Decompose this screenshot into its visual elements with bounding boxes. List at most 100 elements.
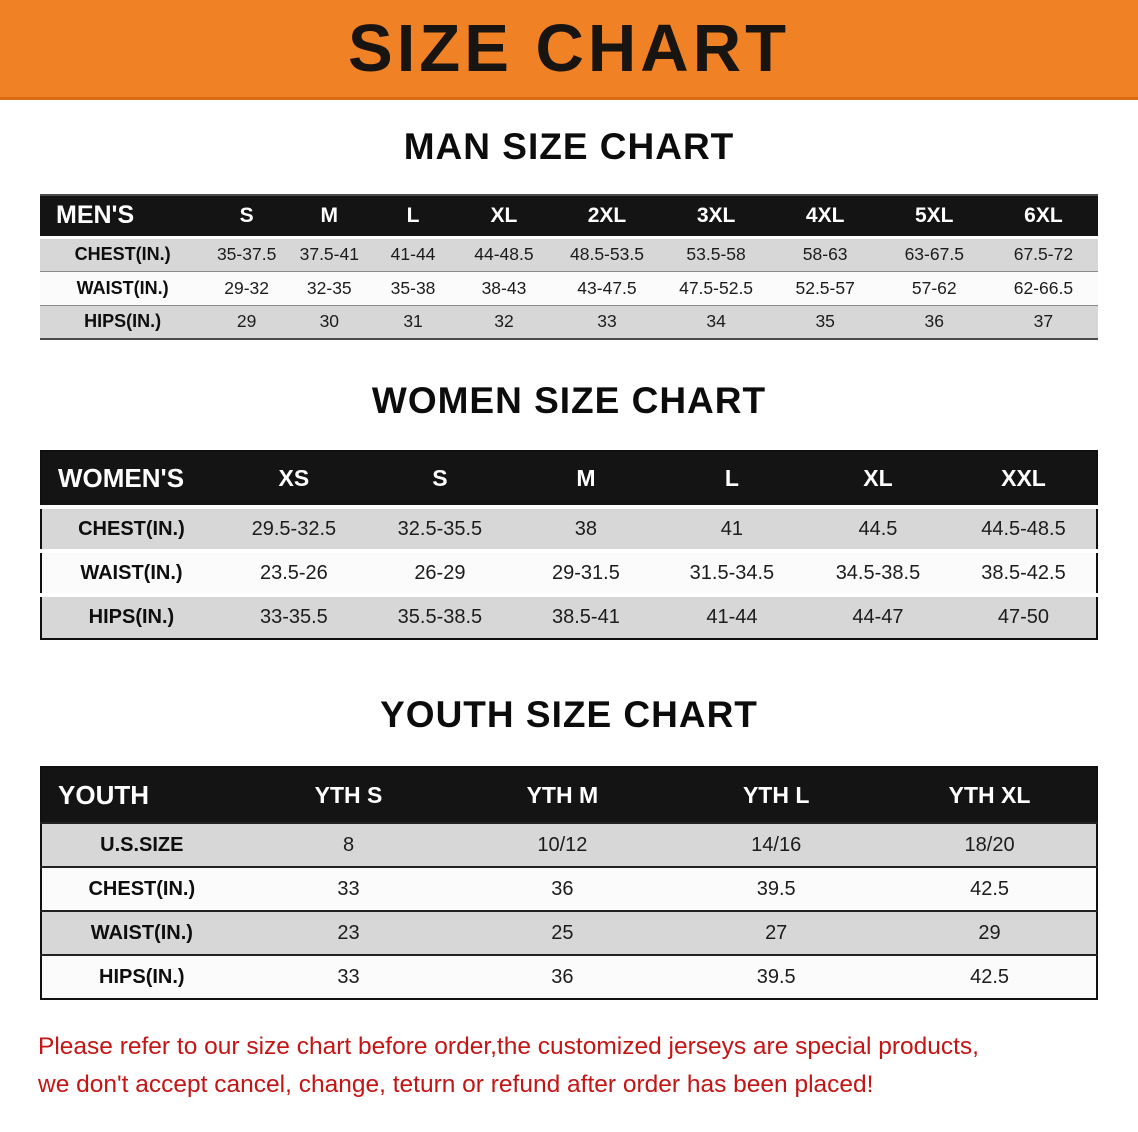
value-cell: 43-47.5 [577, 277, 637, 298]
women-size-table: WOMEN'S XS S M L XL XXL CHEST(IN.) 29.5-32.5 32.5… [40, 450, 1098, 640]
table-row: CHEST(IN.) 35-37.5 37.5-41 41-44 44-48.5 48.5… [40, 237, 1098, 271]
value-cell: 31.5-34.5 [689, 561, 775, 584]
value-cell: 14/16 [751, 833, 802, 856]
value-cell: 34 [706, 311, 726, 332]
table-row: HIPS(IN.) 33-35.5 35.5-38.5 38.5-41 41-44 44-… [41, 595, 1097, 639]
disclaimer-line-1: Please refer to our size chart before or… [38, 1033, 979, 1060]
value-cell: 44.5 [858, 517, 898, 540]
value-cell: 48.5-53.5 [570, 244, 644, 264]
value-cell: 38.5-41 [551, 606, 620, 628]
men-size-section: MAN SIZE CHART MEN'S S M L XL 2XL 3XL 4XL 5XL 6XL… [0, 126, 1138, 340]
value-cell: 32-35 [306, 277, 352, 298]
value-cell: 52.5-57 [795, 277, 855, 298]
table-header-row: YOUTH YTH S YTH M YTH L YTH XL [41, 767, 1097, 823]
value-cell: 38.5-42.5 [981, 561, 1066, 584]
value-cell: 29-31.5 [551, 561, 620, 584]
table-row: WAIST(IN.) 29-32 32-35 35-38 38-43 43-47.5 47.… [40, 271, 1098, 305]
value-cell: 8 [342, 833, 355, 856]
youth-size-table: YOUTH YTH S YTH M YTH L YTH XL U.S.SIZE 8 10/12… [40, 766, 1098, 1000]
value-cell: 42.5 [970, 965, 1010, 988]
row-label-cell: WAIST(IN.) [90, 921, 193, 944]
value-cell: 36 [551, 877, 574, 900]
size-header-cell: 2XL [552, 195, 662, 237]
size-header-cell: M [287, 195, 371, 237]
value-cell: 29 [978, 921, 1001, 944]
page-title: SIZE CHART [348, 11, 790, 86]
size-header-cell: YTH XL [883, 767, 1097, 823]
size-header-cell: YTH M [455, 767, 670, 823]
size-header-cell: YTH S [241, 767, 456, 823]
value-cell: 44-48.5 [474, 244, 534, 264]
size-header-cell: YTH L [669, 767, 884, 823]
value-cell: 62-66.5 [1013, 277, 1074, 298]
value-cell: 47.5-52.5 [679, 277, 754, 298]
value-cell: 26-29 [414, 561, 466, 584]
size-header-cell: L [658, 451, 805, 507]
value-cell: 27 [765, 921, 788, 944]
value-cell: 33-35.5 [259, 606, 328, 628]
row-label-cell: CHEST(IN.) [74, 244, 171, 264]
table-title-cell: MEN'S [40, 195, 206, 237]
value-cell: 44.5-48.5 [981, 517, 1066, 540]
value-cell: 10/12 [537, 833, 588, 856]
size-header-cell: XXL [950, 451, 1097, 507]
youth-section-heading: YOUTH SIZE CHART [380, 694, 758, 735]
value-cell: 53.5-58 [686, 244, 746, 264]
disclaimer: Please refer to our size chart before or… [38, 1028, 1100, 1104]
table-header-row: WOMEN'S XS S M L XL XXL [41, 451, 1097, 507]
size-header-cell: XL [455, 195, 553, 237]
table-row: CHEST(IN.) 29.5-32.5 32.5-35.5 38 41 44.5 44.5… [41, 507, 1097, 551]
value-cell: 39.5 [756, 877, 796, 900]
value-cell: 29 [236, 311, 257, 332]
value-cell: 31 [403, 311, 423, 332]
table-row: WAIST(IN.) 23.5-26 26-29 29-31.5 31.5-34.5 34… [41, 551, 1097, 595]
row-label-cell: HIPS(IN.) [88, 606, 175, 628]
size-chart-page: SIZE CHART MAN SIZE CHART MEN'S S M L XL 2XL 3… [0, 0, 1138, 1104]
value-cell: 32 [494, 311, 514, 332]
size-header-cell: XL [804, 451, 951, 507]
value-cell: 18/20 [964, 833, 1015, 856]
value-cell: 35.5-38.5 [397, 606, 483, 628]
value-cell: 42.5 [970, 877, 1010, 900]
value-cell: 63-67.5 [904, 244, 964, 264]
value-cell: 41-44 [390, 244, 436, 264]
row-label-cell: U.S.SIZE [100, 833, 184, 856]
value-cell: 23.5-26 [259, 561, 328, 584]
women-section-heading: WOMEN SIZE CHART [371, 380, 767, 421]
value-cell: 44-47 [852, 606, 904, 628]
size-header-cell: 5XL [879, 195, 989, 237]
row-label-cell: WAIST(IN.) [76, 277, 169, 298]
table-row: HIPS(IN.) 29 30 31 32 33 34 35 36 37 [40, 305, 1098, 339]
value-cell: 58-63 [802, 244, 848, 264]
value-cell: 47-50 [997, 606, 1050, 628]
table-row: CHEST(IN.) 33 36 39.5 42.5 [41, 867, 1097, 911]
size-header-cell: S [366, 451, 513, 507]
size-header-cell: 3XL [661, 195, 771, 237]
value-cell: 29-32 [224, 277, 270, 298]
size-header-cell: S [205, 195, 288, 237]
table-title-cell: WOMEN'S [41, 451, 221, 507]
table-row: HIPS(IN.) 33 36 39.5 42.5 [41, 955, 1097, 999]
youth-size-section: YOUTH SIZE CHART YOUTH YTH S YTH M YTH L YTH… [0, 694, 1138, 1000]
women-size-section: WOMEN SIZE CHART WOMEN'S XS S M L XL XXL CHEST(… [0, 380, 1138, 640]
table-row: U.S.SIZE 8 10/12 14/16 18/20 [41, 823, 1097, 867]
row-label-cell: CHEST(IN.) [88, 877, 196, 900]
size-header-cell: M [512, 451, 659, 507]
table-row: WAIST(IN.) 23 25 27 29 [41, 911, 1097, 955]
value-cell: 37.5-41 [299, 244, 359, 264]
size-header-cell: XS [220, 451, 367, 507]
value-cell: 37 [1033, 311, 1054, 332]
value-cell: 33 [597, 311, 617, 332]
value-cell: 36 [551, 965, 574, 988]
value-cell: 34.5-38.5 [835, 561, 921, 584]
value-cell: 29.5-32.5 [251, 517, 337, 540]
table-title-cell: YOUTH [41, 767, 242, 823]
value-cell: 39.5 [756, 965, 796, 988]
value-cell: 33 [337, 965, 360, 988]
value-cell: 35-37.5 [216, 244, 277, 264]
value-cell: 38-43 [481, 277, 527, 298]
disclaimer-line-2: we don't accept cancel, change, teturn o… [38, 1071, 874, 1098]
table-header-row: MEN'S S M L XL 2XL 3XL 4XL 5XL 6XL [40, 195, 1098, 237]
value-cell: 35-38 [390, 277, 436, 298]
row-label-cell: HIPS(IN.) [99, 965, 185, 988]
